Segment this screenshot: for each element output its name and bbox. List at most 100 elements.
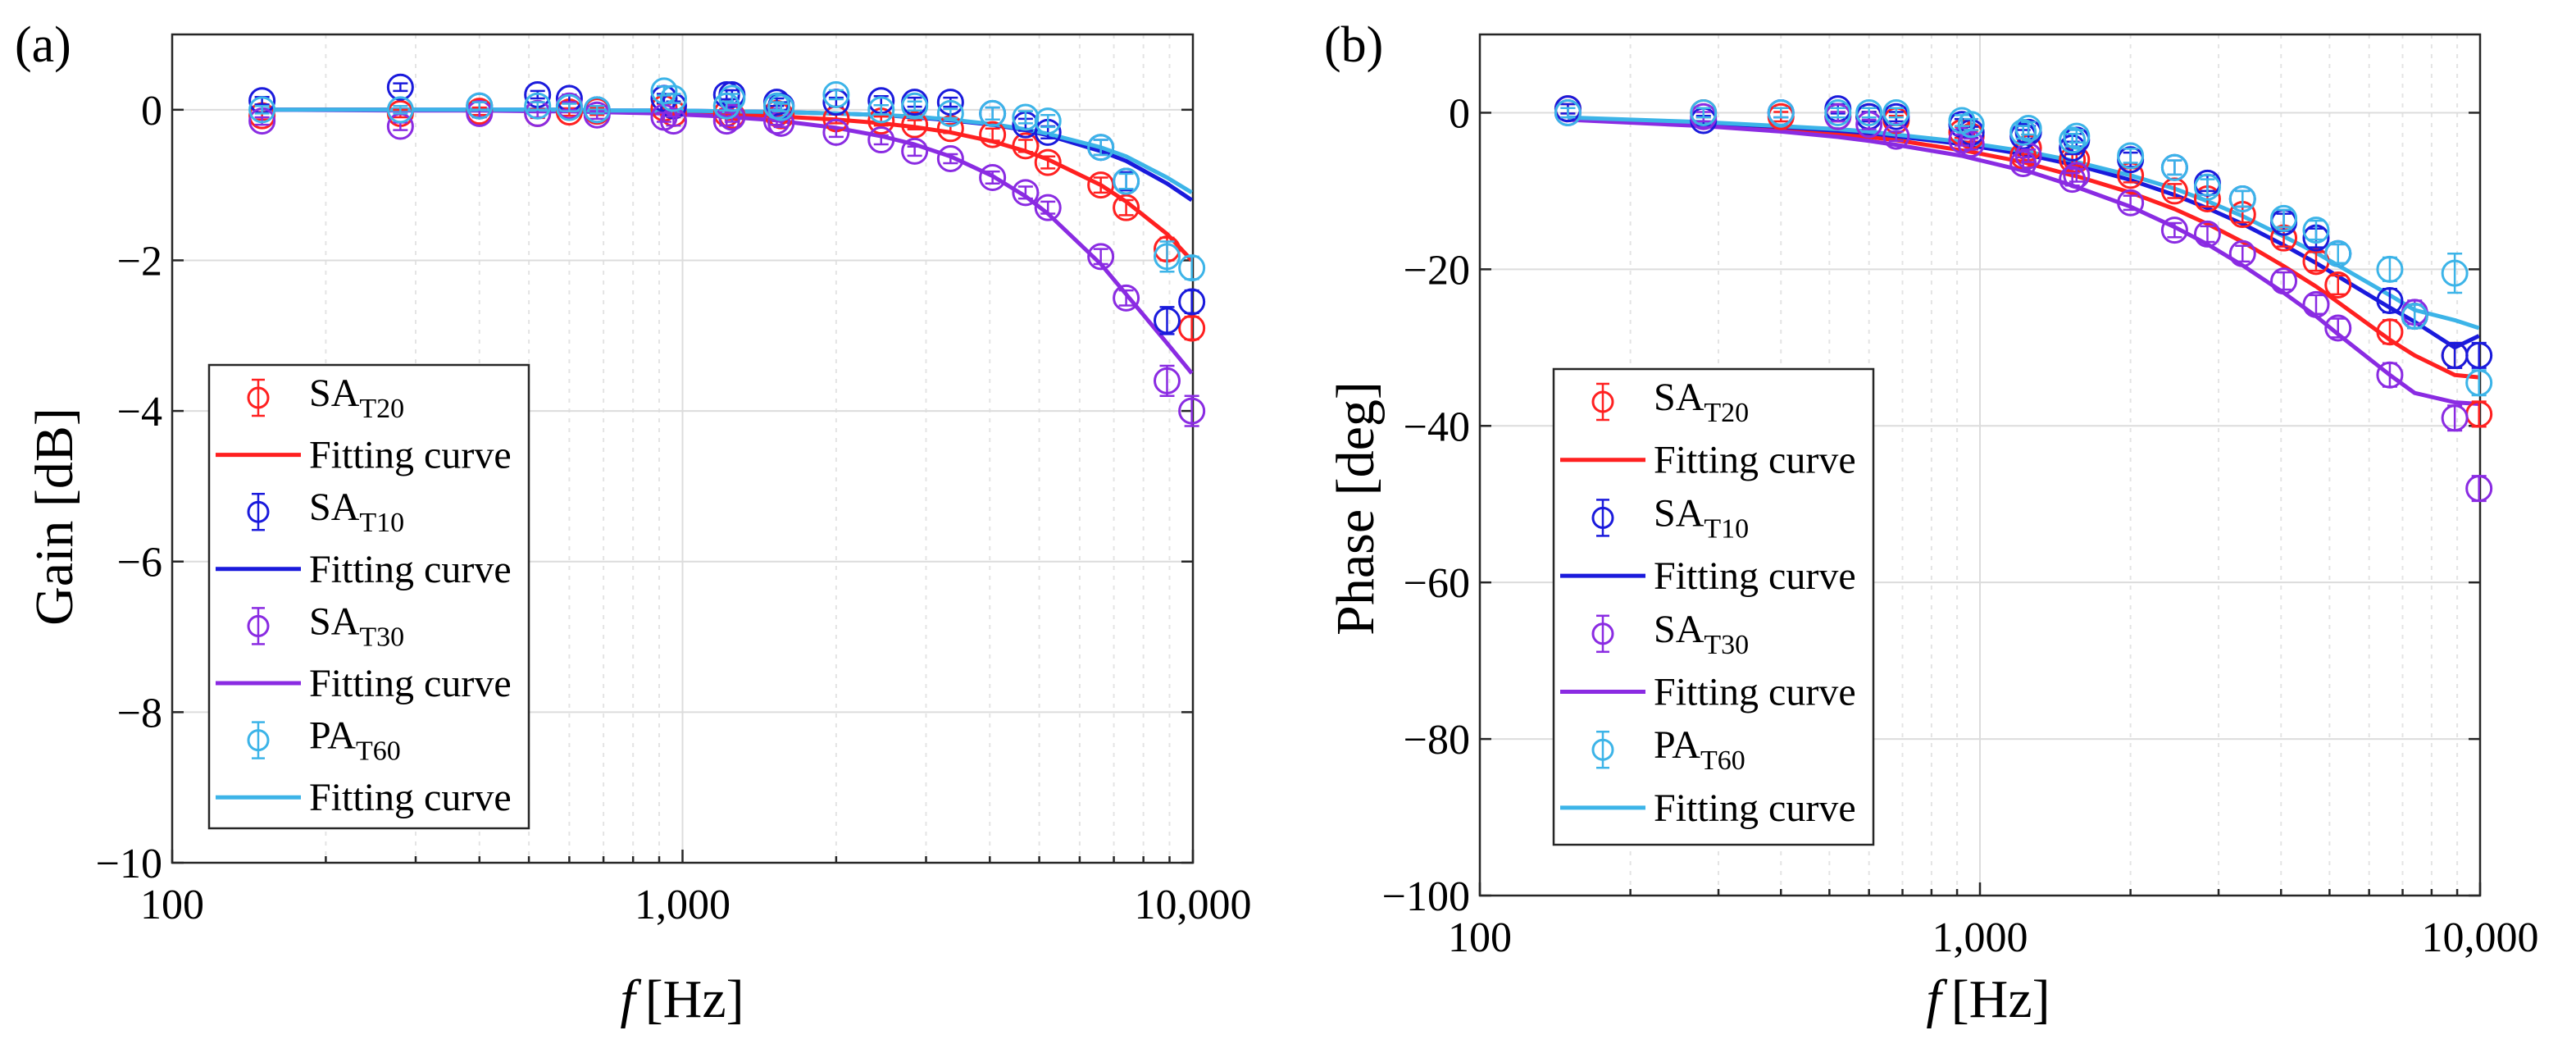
data-point-marker — [1012, 132, 1040, 160]
legend-label: SAT10 — [1654, 491, 1749, 544]
data-point-marker — [2376, 361, 2404, 389]
data-point-marker — [1178, 254, 1206, 282]
legend-label-subscript: T20 — [359, 394, 404, 424]
data-point-marker — [1178, 314, 1206, 342]
legend-label: SAT20 — [309, 372, 404, 424]
data-point-marker — [524, 92, 552, 120]
panel-label: (a) — [15, 17, 71, 73]
legend-label-subscript: T60 — [356, 736, 401, 767]
y-tick-label: 0 — [141, 88, 162, 134]
data-point-marker — [650, 77, 678, 105]
data-point-marker — [822, 118, 850, 146]
y-tick-label: −4 — [117, 389, 162, 435]
x-axis-label-unit: [Hz] — [1951, 969, 2050, 1029]
legend-label: SAT20 — [1654, 376, 1749, 428]
legend-label: SAT30 — [309, 600, 404, 652]
data-point-marker — [2376, 255, 2404, 283]
legend-label-name: SA — [309, 372, 360, 415]
data-point-marker — [1554, 98, 1582, 126]
data-point-marker — [659, 107, 687, 135]
data-point-marker — [822, 80, 850, 108]
legend-label-name: SA — [309, 600, 360, 643]
data-point-marker — [1957, 111, 1985, 139]
data-point-marker — [1113, 167, 1140, 195]
legend-label-name: SA — [1654, 608, 1704, 651]
data-point-marker — [979, 121, 1007, 148]
y-tick-label: −60 — [1404, 560, 1470, 607]
data-point-marker — [2302, 217, 2330, 244]
legend-marker — [1591, 506, 1614, 529]
data-point-marker — [936, 145, 964, 172]
data-point-marker — [1012, 103, 1040, 131]
data-point-marker — [2441, 259, 2469, 287]
legend-marker — [247, 500, 270, 523]
data-point-marker — [1034, 148, 1062, 176]
data-point-marker — [1034, 107, 1062, 135]
x-tick-label: 1,000 — [635, 882, 730, 928]
x-axis-label-var: f — [620, 969, 641, 1029]
data-point-marker — [2059, 126, 2087, 154]
legend-label: PAT60 — [1654, 723, 1745, 776]
plot-area — [248, 73, 1206, 427]
data-point-marker — [2465, 341, 2493, 369]
data-point-marker — [1087, 171, 1115, 199]
data-point-marker — [1153, 307, 1181, 335]
y-axis-label: Phase [deg] — [1326, 381, 1386, 636]
x-tick-label: 100 — [140, 882, 204, 928]
y-tick-label: −20 — [1404, 247, 1470, 294]
legend-marker — [1591, 622, 1614, 645]
legend-label-name: PA — [309, 714, 356, 758]
data-point-marker — [2441, 404, 2469, 432]
data-point-marker — [2117, 189, 2145, 217]
data-point-marker — [2014, 115, 2042, 143]
legend-label-name: PA — [1654, 723, 1700, 767]
data-point-marker — [2193, 173, 2221, 201]
legend-label: Fitting curve — [309, 662, 512, 705]
x-axis-label-var: f — [1926, 969, 1947, 1029]
data-point-marker — [2009, 118, 2037, 146]
data-point-marker — [901, 92, 929, 120]
legend-label: PAT60 — [309, 714, 401, 767]
y-axis-label: Gain [dB] — [25, 408, 84, 626]
legend-label: Fitting curve — [309, 776, 512, 819]
data-point-marker — [1113, 194, 1140, 221]
data-point-marker — [2324, 271, 2352, 299]
data-point-marker — [2063, 122, 2091, 150]
legend-marker — [247, 386, 270, 409]
y-tick-label: −80 — [1404, 717, 1470, 764]
panel-label: (b) — [1324, 17, 1383, 73]
legend-box — [1552, 367, 1875, 846]
y-tick-label: −100 — [1382, 873, 1470, 920]
data-point-marker — [2376, 287, 2404, 315]
data-point-marker — [2228, 239, 2256, 267]
legend-label: SAT10 — [309, 486, 404, 538]
data-point-marker — [2009, 150, 2037, 177]
data-point-marker — [2270, 204, 2298, 232]
plot-area — [1554, 95, 2493, 503]
data-point-marker — [901, 137, 929, 165]
x-tick-label: 1,000 — [1932, 914, 2028, 961]
x-tick-label: 100 — [1448, 914, 1512, 961]
data-point-marker — [386, 73, 414, 101]
legend-label-subscript: T10 — [359, 508, 404, 538]
legend-label-name: SA — [1654, 491, 1704, 535]
data-point-marker — [767, 93, 795, 121]
data-point-marker — [979, 163, 1007, 191]
data-point-marker — [2117, 142, 2145, 170]
legend-label: Fitting curve — [1654, 786, 1856, 830]
data-point-marker — [1882, 98, 1910, 126]
legend-marker — [247, 729, 270, 752]
data-point-marker — [466, 92, 494, 120]
data-point-marker — [1087, 243, 1115, 271]
y-tick-label: −40 — [1404, 403, 1470, 450]
data-point-marker — [1957, 130, 1985, 158]
x-axis-label: f [Hz] — [620, 969, 744, 1029]
data-point-marker — [1153, 243, 1181, 271]
data-point-marker — [386, 96, 414, 124]
legend-label-subscript: T10 — [1704, 513, 1749, 544]
data-point-marker — [2465, 369, 2493, 397]
data-point-marker — [2465, 475, 2493, 503]
